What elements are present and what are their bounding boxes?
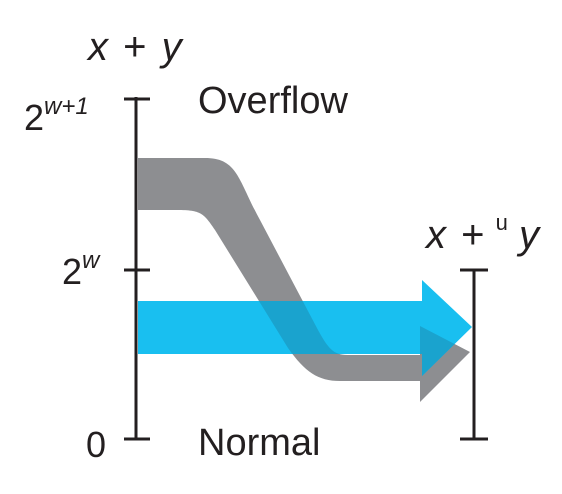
tick-label-2-w: 2w bbox=[62, 247, 101, 292]
normal-label: Normal bbox=[198, 422, 320, 464]
left-axis bbox=[124, 97, 150, 441]
tick-label-0: 0 bbox=[86, 424, 106, 465]
right-axis bbox=[460, 268, 488, 441]
overflow-label: Overflow bbox=[198, 80, 348, 122]
left-axis-title: x + y bbox=[86, 25, 185, 69]
right-axis-title: x + u y bbox=[424, 195, 542, 257]
tick-label-2-w-plus-1: 2w+1 bbox=[24, 93, 89, 138]
overflow-band bbox=[138, 158, 470, 402]
